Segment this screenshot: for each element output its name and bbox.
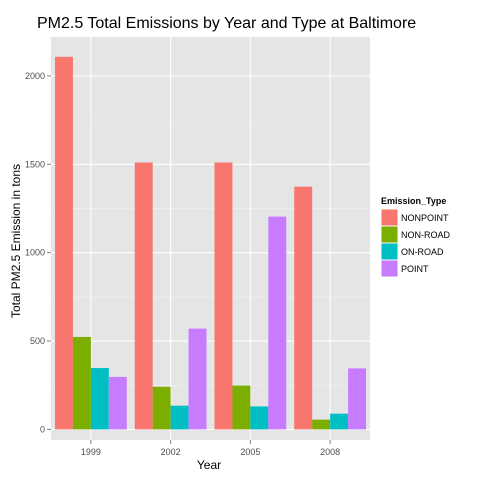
bar-nonpoint-2008 xyxy=(294,186,313,430)
legend-label-on-road: ON-ROAD xyxy=(401,247,444,257)
bar-on-road-2005 xyxy=(250,406,269,430)
bar-on-road-2008 xyxy=(330,413,349,430)
legend-key-non-road xyxy=(381,226,398,243)
bar-nonpoint-2002 xyxy=(134,162,153,430)
bar-non-road-2002 xyxy=(152,386,171,430)
y-axis-title: Total PM2.5 Emission in tons xyxy=(9,164,23,318)
bar-non-road-2008 xyxy=(312,419,331,430)
bars xyxy=(54,56,367,430)
legend-items: NONPOINT NON-ROAD ON-ROAD POINT xyxy=(380,208,450,278)
x-tick-label: 2008 xyxy=(320,447,340,457)
legend-label-nonpoint: NONPOINT xyxy=(401,213,449,223)
bar-on-road-1999 xyxy=(90,368,109,430)
y-tick-label: 2000 xyxy=(25,71,45,81)
chart-title: PM2.5 Total Emissions by Year and Type a… xyxy=(37,15,416,32)
bar-point-1999 xyxy=(108,376,127,430)
bar-point-2005 xyxy=(268,216,287,430)
bar-point-2002 xyxy=(188,328,207,430)
legend-label-point: POINT xyxy=(401,264,429,274)
x-axis-title: Year xyxy=(197,458,221,472)
legend-key-nonpoint xyxy=(381,209,398,226)
bar-point-2008 xyxy=(348,368,367,430)
bar-nonpoint-2005 xyxy=(214,162,233,430)
y-tick-label: 1000 xyxy=(25,248,45,258)
legend-title: Emission_Type xyxy=(381,196,446,206)
x-tick-label: 2005 xyxy=(240,447,260,457)
bar-on-road-2002 xyxy=(170,405,189,430)
y-tick-label: 500 xyxy=(30,336,45,346)
x-tick-label: 2002 xyxy=(161,447,181,457)
x-axis-ticks: 1999 2002 2005 2008 xyxy=(81,440,340,457)
bar-non-road-2005 xyxy=(232,385,251,430)
legend-key-point xyxy=(381,260,398,277)
legend: Emission_Type NONPOINT NON-ROAD ON-ROAD POI… xyxy=(380,196,450,278)
x-tick-label: 1999 xyxy=(81,447,101,457)
y-axis-ticks: 0 500 1000 1500 2000 xyxy=(25,71,51,434)
y-tick-label: 1500 xyxy=(25,159,45,169)
legend-key-on-road xyxy=(381,243,398,260)
legend-label-non-road: NON-ROAD xyxy=(401,230,450,240)
bar-nonpoint-1999 xyxy=(54,56,73,430)
grid-lines xyxy=(51,37,370,440)
y-tick-label: 0 xyxy=(40,424,45,434)
bar-non-road-1999 xyxy=(72,336,91,430)
